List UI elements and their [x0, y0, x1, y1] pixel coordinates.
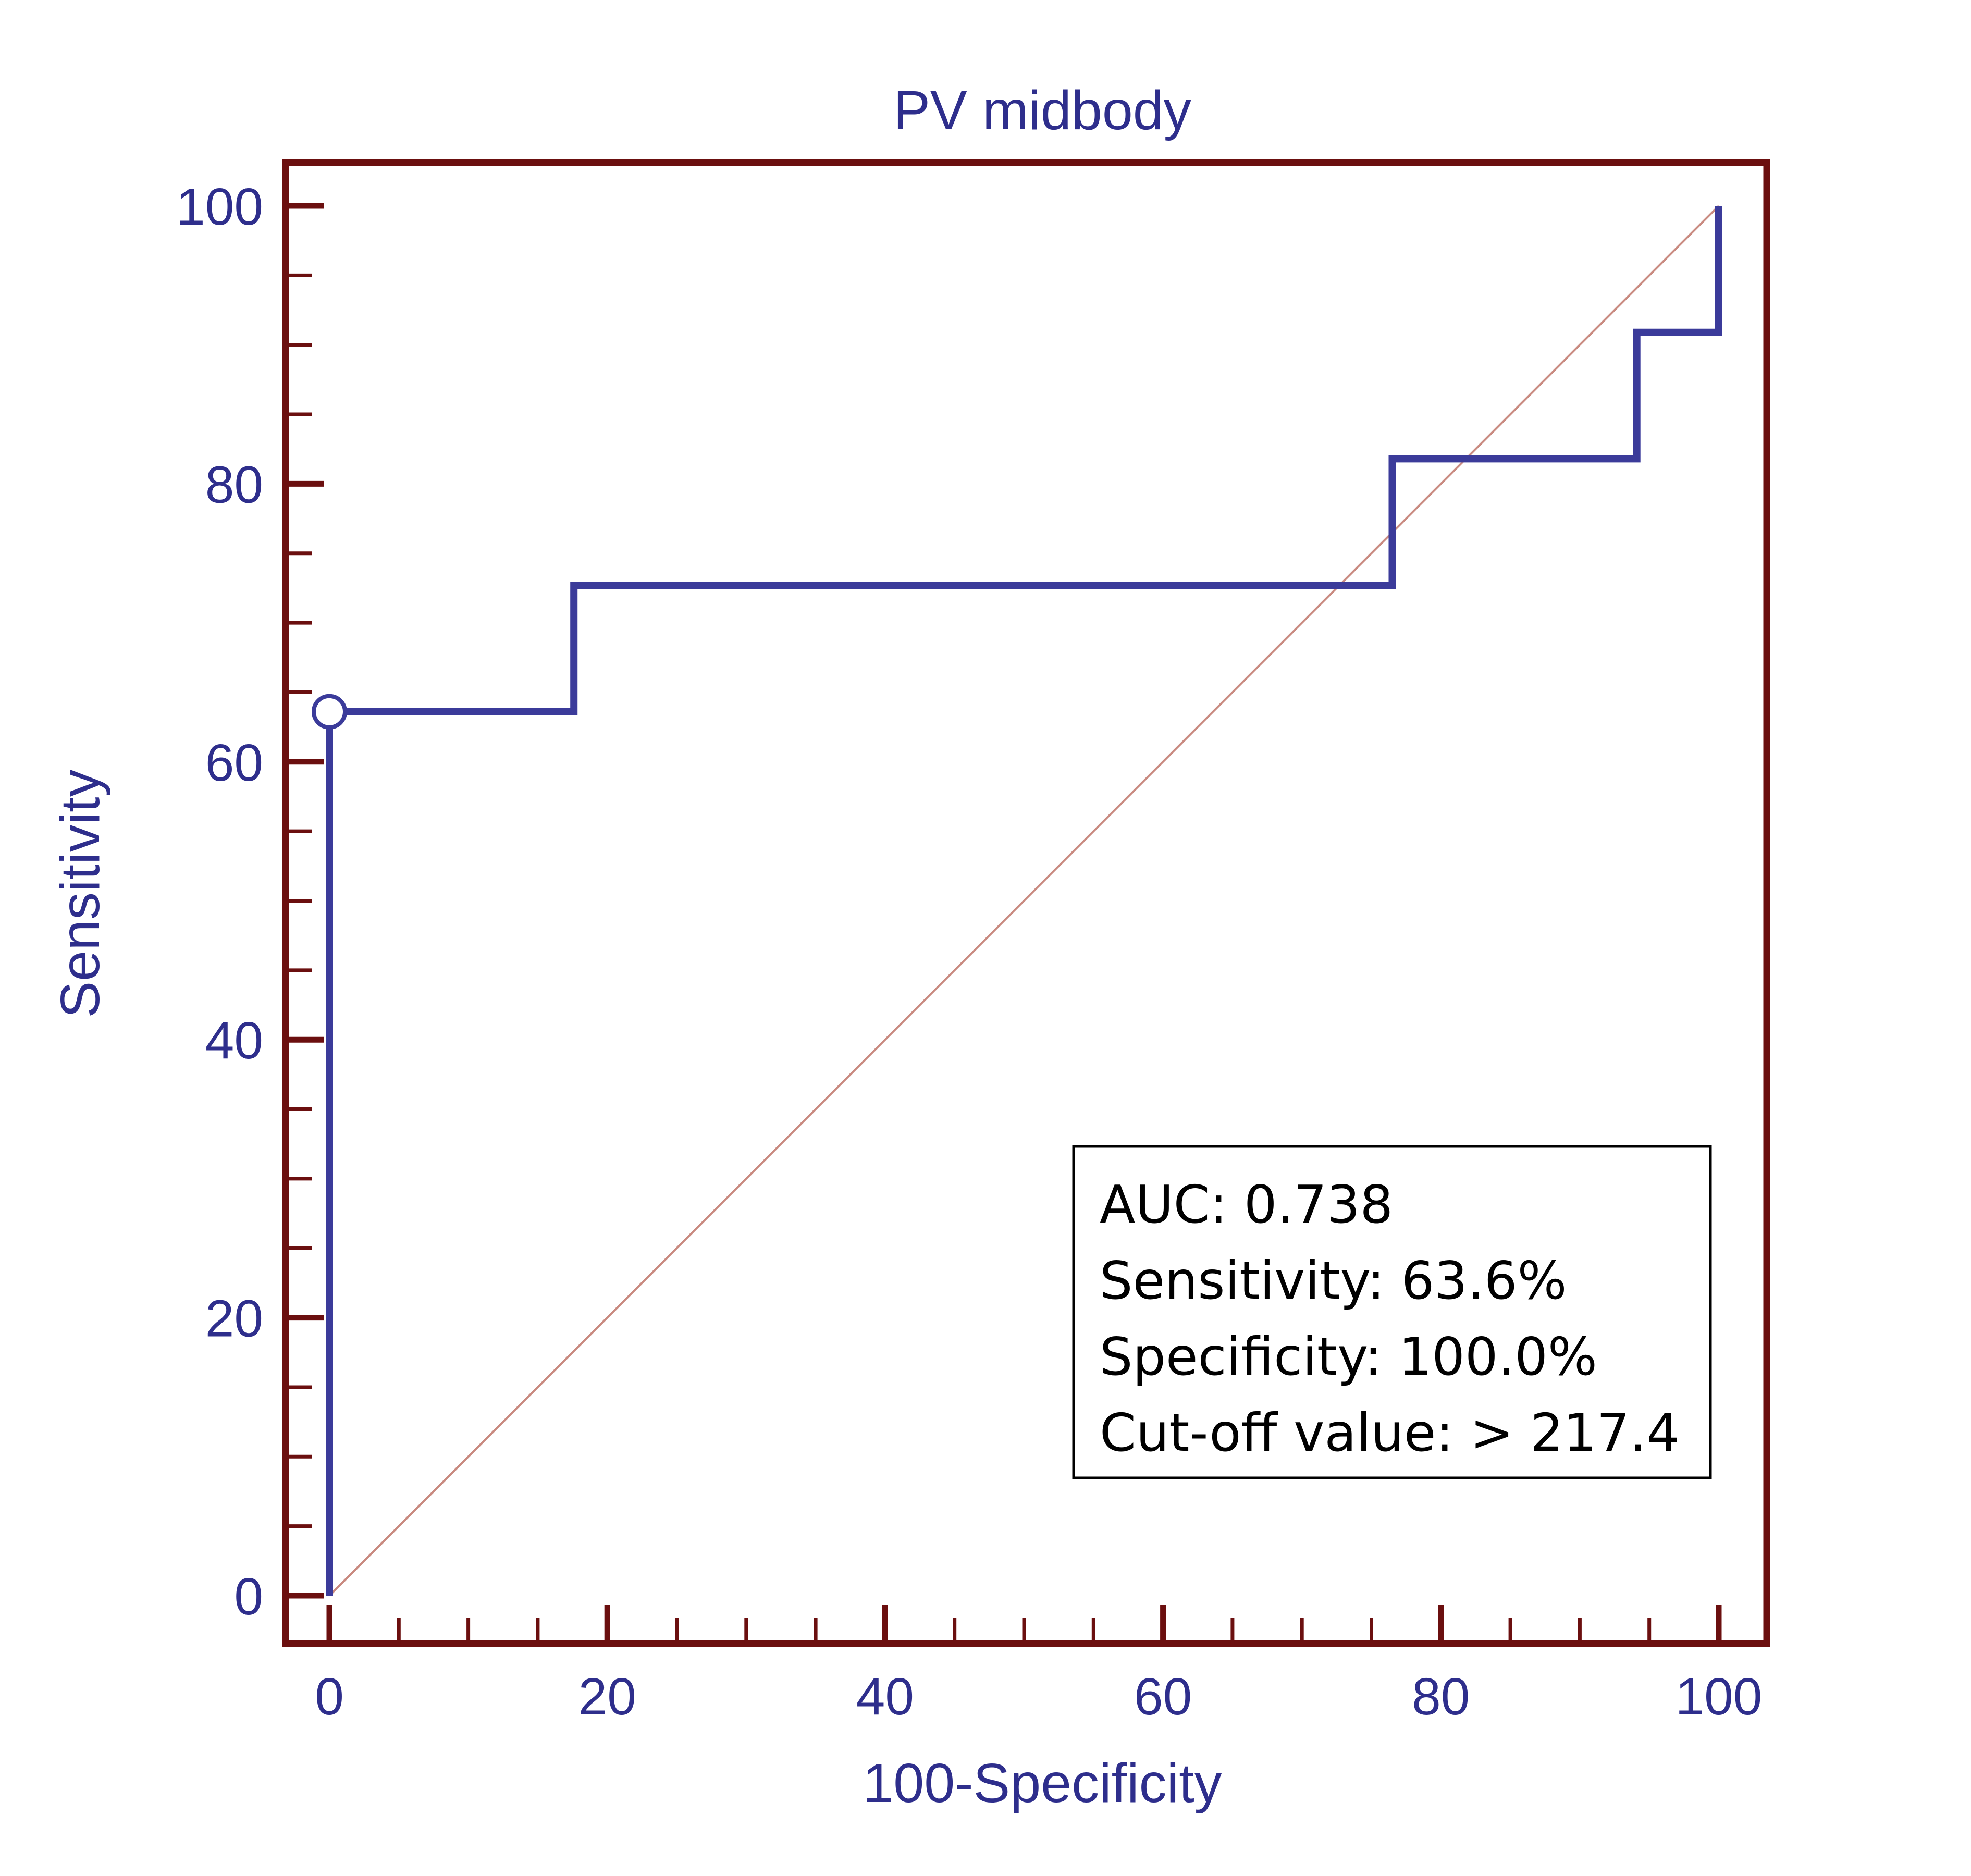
x-axis-label: 100-Specificity — [863, 1752, 1222, 1814]
x-tick-label: 80 — [1412, 1668, 1470, 1726]
annotation-line-auc: AUC: 0.738 — [1100, 1174, 1393, 1235]
plot-area — [312, 205, 1722, 1597]
annotation-border — [1072, 1145, 1712, 1479]
y-axis-label: Sensitivity — [50, 769, 111, 1018]
axes: 0 20 40 60 80 100 0 20 40 60 80 100 — [176, 178, 1762, 1726]
annotation-line-cutoff: Cut-off value: > 217.4 — [1100, 1402, 1680, 1463]
y-tick-label: 0 — [234, 1568, 263, 1626]
x-tick-label: 20 — [578, 1668, 636, 1726]
annotation-line-specificity: Specificity: 100.0% — [1100, 1326, 1597, 1387]
annotation-box: AUC: 0.738 Sensitivity: 63.6% Specificit… — [1072, 1145, 1712, 1479]
roc-curve — [326, 206, 1722, 1596]
plot-frame — [282, 159, 1770, 1647]
y-tick-label: 60 — [205, 734, 263, 792]
x-tick-label: 100 — [1676, 1668, 1763, 1726]
annotation-line-sensitivity: Sensitivity: 63.6% — [1100, 1250, 1567, 1311]
y-tick-label: 20 — [205, 1290, 263, 1348]
cutoff-marker — [312, 694, 347, 730]
x-tick-label: 40 — [856, 1668, 914, 1726]
y-tick-label: 80 — [205, 455, 263, 514]
y-tick-label: 100 — [176, 178, 263, 236]
reference-diagonal-line — [328, 205, 1720, 1597]
x-tick-label: 0 — [315, 1668, 344, 1726]
y-tick-label: 40 — [205, 1011, 263, 1070]
chart-title: PV midbody — [893, 80, 1191, 141]
x-tick-label: 60 — [1134, 1668, 1192, 1726]
